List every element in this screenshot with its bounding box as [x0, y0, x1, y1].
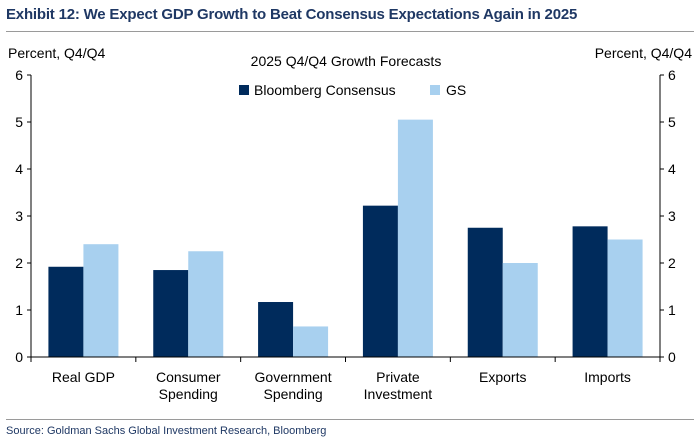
left-tick-label: 1 — [15, 302, 23, 318]
plot-area — [48, 119, 643, 358]
right-tick-label: 1 — [668, 302, 676, 318]
y-axis-label-right: Percent, Q4/Q4 — [595, 45, 692, 61]
bar-bloomberg-0 — [48, 266, 84, 357]
bar-gs-3 — [397, 119, 433, 358]
left-tick-label: 4 — [15, 161, 23, 177]
right-tick-label: 5 — [668, 114, 676, 130]
x-tick-label: Consumer Spending — [156, 369, 221, 402]
left-tick-label: 3 — [15, 208, 23, 224]
source-divider — [6, 419, 694, 420]
left-tick-label: 0 — [15, 349, 23, 365]
x-axis: Real GDP Consumer Spending Government Spendi… — [30, 356, 661, 402]
legend: Bloomberg Consensus GS — [239, 82, 466, 98]
x-tick-label: Imports — [584, 369, 631, 385]
bar-gs-5 — [607, 239, 643, 357]
bar-gs-4 — [502, 263, 538, 357]
right-tick-label: 0 — [668, 349, 676, 365]
exhibit-title: Exhibit 12: We Expect GDP Growth to Beat… — [6, 6, 578, 23]
x-tick-label: Government Spending — [255, 369, 332, 402]
left-tick-label: 2 — [15, 255, 23, 271]
left-y-axis: 0 1 2 3 4 5 6 — [15, 67, 32, 365]
legend-swatch-gs — [430, 85, 440, 95]
legend-label-bloomberg: Bloomberg Consensus — [254, 82, 396, 98]
left-tick-label: 5 — [15, 114, 23, 130]
title-divider — [6, 31, 694, 32]
right-tick-label: 6 — [668, 67, 676, 83]
x-tick-label: Exports — [479, 369, 526, 385]
source-note: Source: Goldman Sachs Global Investment … — [6, 425, 327, 437]
bar-bloomberg-5 — [572, 226, 608, 357]
bar-gs-1 — [188, 251, 224, 357]
right-tick-label: 3 — [668, 208, 676, 224]
legend-label-gs: GS — [446, 82, 466, 98]
bar-bloomberg-2 — [258, 302, 294, 357]
bar-gs-0 — [83, 244, 119, 357]
right-tick-label: 4 — [668, 161, 676, 177]
bar-bloomberg-3 — [362, 205, 398, 357]
bar-bloomberg-1 — [153, 270, 189, 357]
x-tick-label: Real GDP — [52, 369, 115, 385]
left-tick-label: 6 — [15, 67, 23, 83]
bar-gs-2 — [293, 326, 329, 357]
x-tick-label: Private Investment — [364, 369, 433, 402]
right-y-axis: 0 1 2 3 4 5 6 — [659, 67, 676, 365]
right-tick-label: 2 — [668, 255, 676, 271]
y-axis-label-left: Percent, Q4/Q4 — [8, 45, 105, 61]
chart-title: 2025 Q4/Q4 Growth Forecasts — [251, 53, 442, 69]
bar-bloomberg-4 — [467, 227, 503, 357]
legend-swatch-bloomberg — [239, 85, 249, 95]
